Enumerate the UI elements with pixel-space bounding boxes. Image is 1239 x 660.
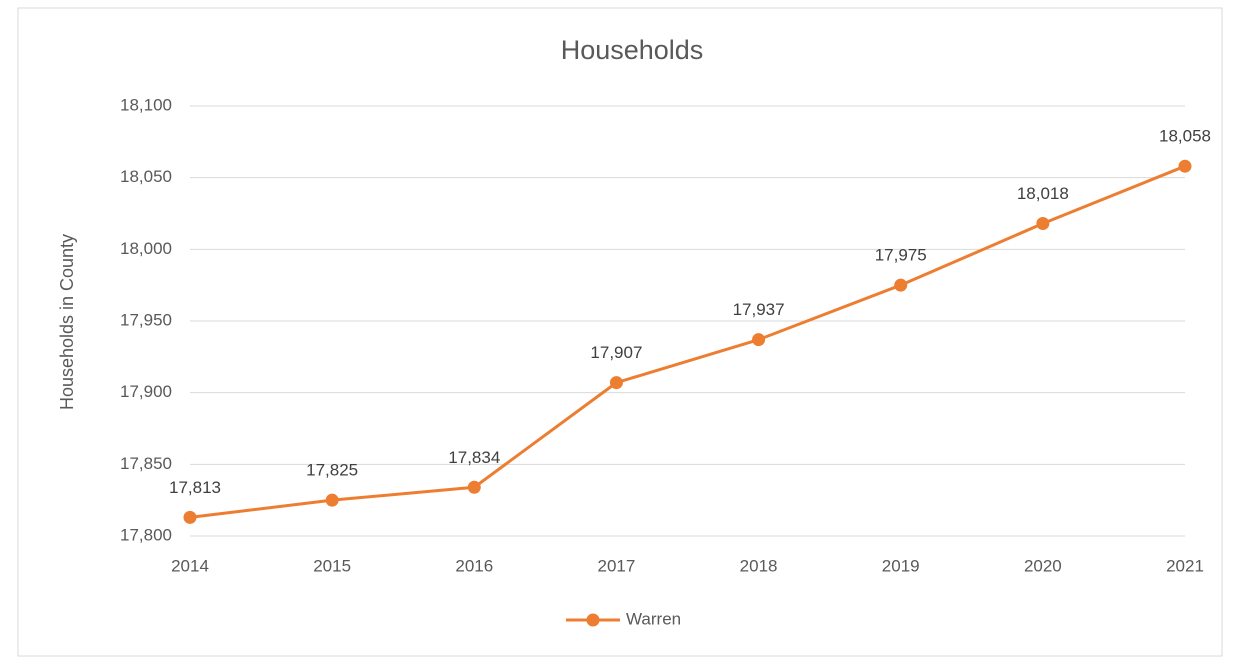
data-label: 17,834	[448, 448, 500, 467]
chart-border	[17, 7, 1223, 657]
x-tick-label: 2019	[882, 556, 920, 575]
x-tick-label: 2021	[1166, 556, 1204, 575]
data-point	[609, 376, 623, 390]
data-point	[752, 333, 766, 347]
y-tick-label: 18,100	[120, 95, 172, 114]
x-tick-label: 2017	[598, 556, 636, 575]
y-tick-label: 18,050	[120, 167, 172, 186]
data-label: 17,825	[306, 461, 358, 480]
data-label: 17,813	[169, 478, 221, 497]
data-label: 17,975	[875, 246, 927, 265]
y-tick-label: 18,000	[120, 239, 172, 258]
x-tick-label: 2015	[313, 556, 351, 575]
y-tick-label: 17,900	[120, 382, 172, 401]
data-label: 18,058	[1159, 127, 1211, 146]
x-tick-label: 2020	[1024, 556, 1062, 575]
legend-label: Warren	[626, 609, 681, 628]
data-label: 17,937	[733, 300, 785, 319]
data-point	[183, 510, 197, 524]
x-tick-label: 2014	[171, 556, 209, 575]
data-point	[467, 480, 481, 494]
data-point	[894, 278, 908, 292]
y-axis-label: Households in County	[57, 234, 77, 410]
data-point	[1178, 159, 1192, 173]
data-label: 17,907	[590, 343, 642, 362]
y-tick-label: 17,950	[120, 310, 172, 329]
data-point	[325, 493, 339, 507]
x-tick-label: 2018	[740, 556, 778, 575]
y-tick-label: 17,800	[120, 525, 172, 544]
legend-marker	[586, 613, 600, 627]
x-tick-label: 2016	[455, 556, 493, 575]
data-label: 18,018	[1017, 184, 1069, 203]
data-point	[1036, 217, 1050, 231]
series-line	[189, 164, 1186, 519]
chart-title: Households	[561, 35, 704, 65]
y-tick-label: 17,850	[120, 454, 172, 473]
